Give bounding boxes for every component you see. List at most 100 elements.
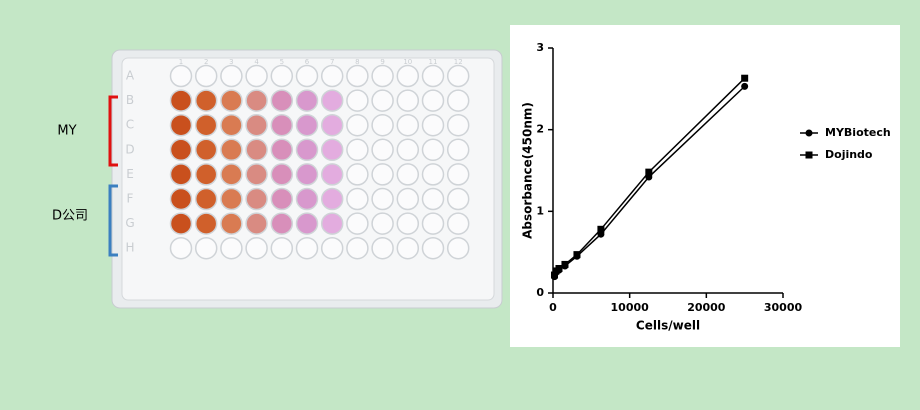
well bbox=[194, 113, 218, 137]
well bbox=[220, 187, 243, 211]
marker bbox=[645, 168, 653, 176]
row-label: C bbox=[126, 118, 134, 132]
well bbox=[295, 236, 319, 260]
well bbox=[446, 163, 470, 186]
well bbox=[446, 138, 470, 162]
well bbox=[396, 187, 420, 211]
column-label: 11 bbox=[429, 58, 438, 66]
y-axis-label: Absorbance(450nm) bbox=[521, 102, 535, 239]
well bbox=[421, 89, 445, 112]
well bbox=[169, 64, 193, 88]
well bbox=[194, 212, 218, 235]
well bbox=[371, 163, 394, 186]
well bbox=[245, 113, 268, 137]
well bbox=[194, 236, 218, 260]
well bbox=[194, 163, 218, 186]
well bbox=[371, 236, 394, 260]
well bbox=[169, 113, 193, 137]
well bbox=[421, 212, 445, 235]
well bbox=[346, 89, 369, 112]
well bbox=[320, 89, 344, 112]
row-label: E bbox=[126, 167, 134, 181]
marker bbox=[561, 260, 569, 268]
column-label: 5 bbox=[280, 58, 284, 66]
well bbox=[245, 187, 268, 211]
well bbox=[194, 138, 218, 162]
well bbox=[220, 89, 243, 112]
column-label: 7 bbox=[330, 58, 334, 66]
well bbox=[169, 138, 193, 162]
well bbox=[320, 212, 344, 235]
well bbox=[421, 187, 445, 211]
well bbox=[446, 212, 470, 235]
well bbox=[194, 187, 218, 211]
well bbox=[371, 138, 394, 162]
well bbox=[346, 113, 369, 137]
well bbox=[220, 138, 243, 162]
well bbox=[421, 64, 445, 88]
y-tick-label: 0 bbox=[536, 286, 544, 299]
row-label: F bbox=[127, 192, 134, 206]
well bbox=[245, 64, 268, 88]
well bbox=[446, 64, 470, 88]
well bbox=[421, 236, 445, 260]
column-label: 2 bbox=[204, 58, 208, 66]
marker bbox=[550, 271, 558, 279]
marker bbox=[741, 82, 749, 90]
well bbox=[220, 64, 243, 88]
well bbox=[396, 212, 420, 235]
well bbox=[320, 64, 344, 88]
well bbox=[295, 113, 319, 137]
well bbox=[421, 113, 445, 137]
well bbox=[270, 212, 294, 235]
well bbox=[396, 236, 420, 260]
well bbox=[270, 138, 294, 162]
well bbox=[371, 212, 394, 235]
column-label: 6 bbox=[305, 58, 310, 66]
column-label: 12 bbox=[454, 58, 463, 66]
column-label: 8 bbox=[355, 58, 359, 66]
well bbox=[169, 89, 193, 112]
well bbox=[320, 163, 344, 186]
row-label: D bbox=[125, 142, 134, 156]
well bbox=[220, 212, 243, 235]
legend-label: Dojindo bbox=[825, 148, 873, 161]
marker bbox=[741, 74, 749, 82]
column-label: 1 bbox=[179, 58, 183, 66]
group-label: MY bbox=[57, 124, 76, 139]
y-tick-label: 2 bbox=[536, 123, 544, 136]
well bbox=[270, 163, 294, 186]
well bbox=[446, 187, 470, 211]
well bbox=[270, 236, 294, 260]
marker bbox=[805, 129, 813, 137]
row-label: B bbox=[126, 93, 134, 107]
well bbox=[371, 64, 394, 88]
well bbox=[220, 163, 243, 186]
well bbox=[346, 187, 369, 211]
well bbox=[446, 113, 470, 137]
x-tick-label: 30000 bbox=[764, 301, 803, 314]
well bbox=[396, 113, 420, 137]
well bbox=[270, 64, 294, 88]
well bbox=[245, 163, 268, 186]
well bbox=[421, 138, 445, 162]
well bbox=[346, 64, 369, 88]
well bbox=[295, 187, 319, 211]
well bbox=[245, 138, 268, 162]
column-label: 10 bbox=[403, 58, 412, 66]
blue-bracket bbox=[108, 184, 118, 257]
well bbox=[320, 236, 344, 260]
well bbox=[295, 89, 319, 112]
well bbox=[371, 187, 394, 211]
legend-label: MYBiotech bbox=[825, 126, 891, 139]
row-label: H bbox=[125, 241, 134, 255]
well bbox=[421, 163, 445, 186]
well bbox=[396, 163, 420, 186]
well bbox=[396, 89, 420, 112]
well bbox=[295, 163, 319, 186]
marker bbox=[573, 251, 581, 259]
well bbox=[320, 187, 344, 211]
